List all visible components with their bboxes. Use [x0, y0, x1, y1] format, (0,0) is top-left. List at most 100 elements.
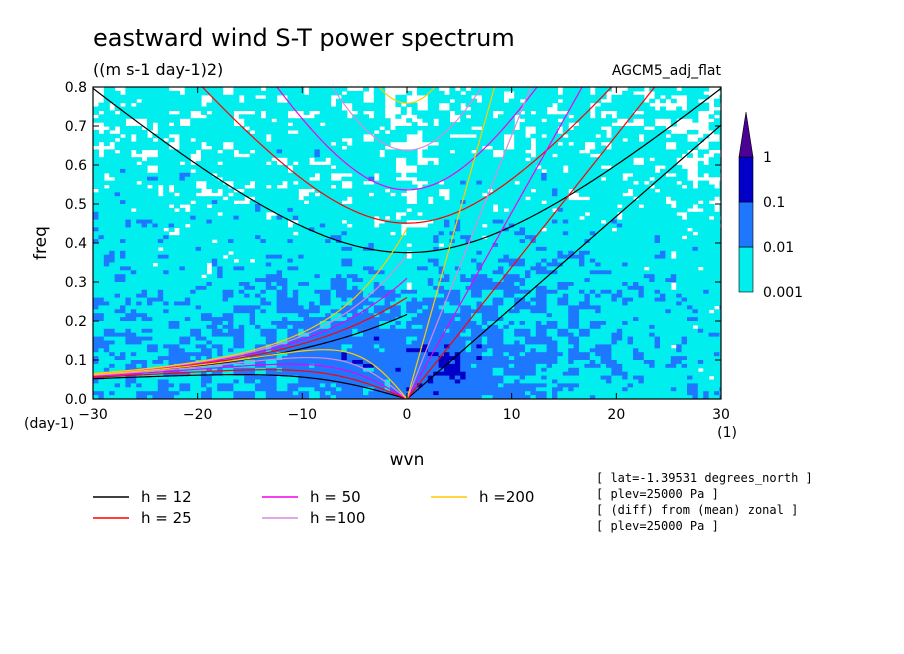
power-cell: [271, 239, 278, 244]
power-cell: [260, 278, 267, 283]
power-cell: [238, 192, 245, 197]
power-cell: [498, 270, 504, 275]
power-cell: [168, 161, 175, 166]
power-cell: [568, 239, 575, 244]
power-cell: [714, 246, 720, 252]
power-cell: [503, 126, 510, 131]
power-cell: [449, 90, 456, 96]
power-cell: [222, 188, 229, 193]
power-cell: [465, 110, 472, 115]
power-cell: [265, 219, 272, 225]
power-cell: [643, 118, 650, 123]
power-cell: [530, 266, 537, 271]
power-cell: [195, 211, 202, 217]
power-cell: [336, 180, 342, 186]
power-cell: [157, 223, 164, 228]
power-cell: [643, 153, 650, 158]
power-cell: [217, 168, 224, 174]
power-cell: [573, 141, 580, 147]
power-cell: [314, 196, 321, 201]
power-cell: [584, 200, 591, 205]
power-cell: [573, 231, 580, 236]
power-cell: [573, 227, 580, 232]
power-cell: [438, 114, 445, 119]
power-cell: [373, 161, 380, 166]
power-cell: [157, 215, 164, 221]
power-cell: [98, 258, 105, 264]
power-cell: [265, 90, 272, 96]
power-cell: [654, 114, 661, 119]
power-cell: [157, 239, 164, 244]
power-cell: [352, 223, 359, 228]
power-cell: [125, 207, 132, 213]
power-cell: [201, 200, 207, 205]
power-cell: [98, 239, 105, 244]
power-cell: [633, 231, 639, 236]
power-cell: [465, 129, 472, 135]
power-cell: [638, 254, 645, 260]
power-cell: [476, 184, 483, 189]
power-cell: [438, 98, 445, 104]
power-cell: [697, 172, 704, 178]
power-cell: [130, 180, 137, 186]
power-cell: [552, 200, 558, 205]
power-cell: [525, 211, 531, 217]
power-cell: [654, 192, 661, 197]
power-cell: [195, 223, 202, 228]
power-cell: [627, 204, 634, 209]
power-cell: [622, 274, 629, 279]
power-cell: [303, 254, 310, 260]
power-cell: [217, 270, 224, 275]
power-cell: [384, 211, 391, 217]
power-cell: [622, 254, 629, 260]
power-cell: [341, 129, 348, 135]
power-cell: [471, 118, 477, 123]
power-cell: [303, 94, 310, 100]
power-cell: [141, 227, 148, 232]
power-cell: [190, 262, 197, 267]
power-cell: [233, 161, 240, 166]
power-cell: [622, 227, 629, 232]
power-cell: [238, 227, 245, 232]
power-cell: [98, 266, 105, 271]
power-cell: [341, 98, 348, 104]
power-cell: [157, 235, 164, 240]
power-cell: [670, 114, 677, 119]
power-cell: [535, 90, 542, 96]
power-cell: [244, 149, 251, 154]
power-cell: [114, 254, 121, 260]
power-cell: [233, 274, 240, 279]
power-cell: [244, 145, 251, 150]
power-cell: [157, 168, 164, 174]
power-cell: [195, 90, 202, 96]
power-cell: [303, 266, 310, 271]
power-cell: [557, 192, 564, 197]
power-cell: [665, 223, 672, 228]
power-cell: [552, 231, 558, 236]
power-cell: [152, 207, 159, 213]
power-cell: [433, 258, 440, 264]
power-cell: [438, 219, 445, 225]
power-cell: [346, 94, 353, 100]
power-cell: [395, 227, 402, 232]
power-cell: [600, 180, 607, 186]
power-cell: [298, 126, 305, 131]
power-cell: [282, 278, 288, 283]
power-cell: [708, 141, 715, 147]
power-cell: [492, 180, 499, 186]
power-cell: [325, 165, 332, 170]
power-cell: [719, 227, 721, 232]
power-cell: [411, 266, 418, 271]
power-cell: [271, 227, 278, 232]
power-cell: [238, 274, 245, 279]
power-cell: [384, 141, 391, 147]
power-cell: [643, 243, 650, 248]
power-cell: [552, 157, 558, 162]
power-cell: [98, 168, 105, 174]
power-cell: [654, 215, 661, 221]
power-cell: [481, 196, 488, 201]
power-cell: [352, 184, 359, 189]
power-cell: [309, 172, 315, 178]
power-cell: [579, 180, 585, 186]
power-cell: [649, 204, 656, 209]
